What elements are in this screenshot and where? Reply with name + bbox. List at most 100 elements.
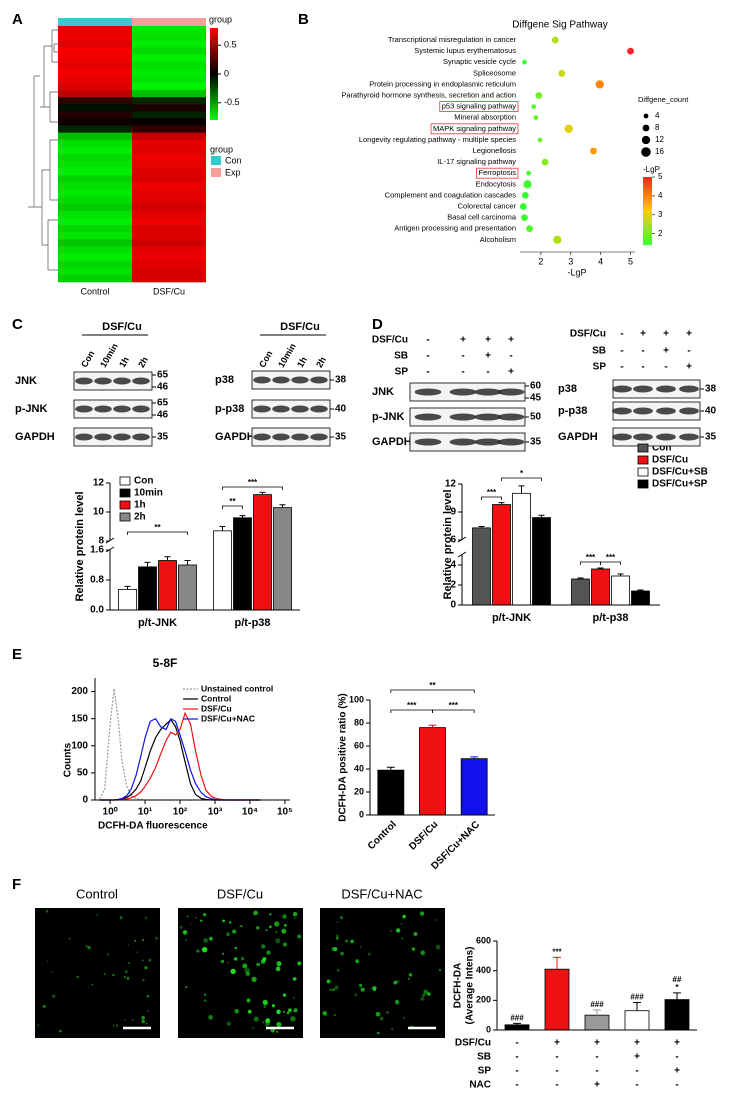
treatment-sign: - <box>641 362 644 373</box>
cell-spot <box>185 938 188 941</box>
cell-spot <box>286 1011 290 1015</box>
cell-spot <box>275 931 278 933</box>
blot-band <box>497 413 525 421</box>
heatmap-cell <box>58 218 132 226</box>
bubble <box>541 158 549 166</box>
blot-band <box>474 438 502 446</box>
error-bar <box>597 567 604 569</box>
marker-label: 35 <box>157 432 169 443</box>
legend-swatch <box>119 488 131 498</box>
heatmap-cell <box>58 274 132 283</box>
significance-label: *** <box>407 701 417 710</box>
cell-spot <box>186 915 189 918</box>
blot-band <box>612 433 632 441</box>
size-legend-label: 12 <box>655 135 664 144</box>
lane-label: 10min <box>98 342 120 370</box>
micrograph-label: DSF/Cu+NAC <box>341 886 422 901</box>
colorbar-tick-label: -0.5 <box>224 97 240 107</box>
heatmap-cell <box>58 210 132 219</box>
bar-annotation: * <box>675 983 679 992</box>
heatmap-cell <box>58 75 132 84</box>
treatment-sign: + <box>663 329 669 340</box>
heatmap-cell <box>58 168 132 176</box>
blot-band <box>253 405 271 413</box>
cell-spot <box>393 980 398 985</box>
cell-spot <box>127 944 130 946</box>
significance-label: *** <box>586 553 596 562</box>
cell-spot <box>336 921 339 923</box>
cell-spot <box>51 994 56 998</box>
line <box>99 711 261 801</box>
bar <box>472 527 491 606</box>
blot-band <box>253 433 271 441</box>
y-tick-label: 0 <box>450 600 456 611</box>
treatment-sign: + <box>485 335 491 346</box>
bar <box>571 578 590 606</box>
cell-spot <box>282 914 287 919</box>
highlight-box <box>430 123 519 135</box>
y-tick-label: 12 <box>445 479 457 490</box>
error-bar <box>577 577 584 579</box>
y-axis-label: Relative protein level <box>74 491 86 601</box>
heatmap-cell <box>58 146 132 155</box>
treatment-sign: + <box>594 1080 600 1091</box>
significance-bracket <box>580 561 601 565</box>
treatment-sign: - <box>675 1052 678 1063</box>
y-tick-label: 100 <box>349 694 364 704</box>
heatmap-cell <box>58 267 132 276</box>
cell-spot <box>103 972 106 976</box>
cell-spot <box>331 947 335 951</box>
blot-band <box>113 405 131 413</box>
category-label: IL-17 signaling pathway <box>437 157 516 166</box>
legend-label: DSF/Cu <box>201 703 232 713</box>
error-bar <box>219 526 226 531</box>
cell-spot <box>142 959 144 962</box>
heatmap-cell <box>58 40 132 48</box>
cell-spot <box>389 930 392 932</box>
cell-spot <box>240 956 245 961</box>
heatmap-cell <box>58 239 132 247</box>
heatmap-cell <box>58 175 132 183</box>
colorbar <box>643 177 652 245</box>
blot-band <box>253 376 271 384</box>
treatment-sign: - <box>635 1080 638 1091</box>
cell-spot <box>265 1021 271 1027</box>
cell-spot <box>242 963 248 969</box>
row-label: p-p38 <box>558 405 587 417</box>
cell-spot <box>359 983 363 988</box>
cell-spot <box>85 945 88 948</box>
heatmap-cell <box>58 47 132 55</box>
category-label: Mineral absorption <box>454 113 516 122</box>
colorbar-tick-label: 5 <box>658 172 663 181</box>
blot-box <box>73 371 153 391</box>
cell-spot <box>96 914 99 916</box>
y-tick-label: 12 <box>93 478 105 489</box>
y-tick-label: 40 <box>354 763 364 773</box>
treatment-sign: - <box>664 362 667 373</box>
y-tick-label: 400 <box>476 965 491 975</box>
category-label: Colorectal cancer <box>458 201 517 210</box>
category-label: Ferroptosis <box>478 168 516 177</box>
heatmap-cell <box>132 168 206 176</box>
cell-spot <box>275 938 281 944</box>
treatment-sign: - <box>515 1052 518 1063</box>
bubble <box>537 137 543 143</box>
treatment-sign: - <box>515 1080 518 1091</box>
marker-label: 38 <box>705 384 717 395</box>
cell-spot <box>145 916 148 919</box>
size-legend-label: 4 <box>655 111 660 120</box>
blot-box <box>73 399 153 419</box>
treatment-sign: - <box>461 367 464 378</box>
cell-spot <box>262 1021 265 1024</box>
blot-band <box>679 407 699 415</box>
cell-spot <box>263 1005 266 1008</box>
error-bar <box>593 1009 601 1016</box>
treatment-sign: - <box>515 1066 518 1077</box>
cell-spot <box>395 999 398 1002</box>
bar-annotation: ### <box>630 993 644 1002</box>
heatmap-cell <box>58 54 132 62</box>
size-legend-title: Diffgene_count <box>638 95 689 104</box>
micrograph-label: DSF/Cu <box>217 886 263 901</box>
bubble <box>531 104 537 109</box>
treatment-sign: + <box>508 335 514 346</box>
